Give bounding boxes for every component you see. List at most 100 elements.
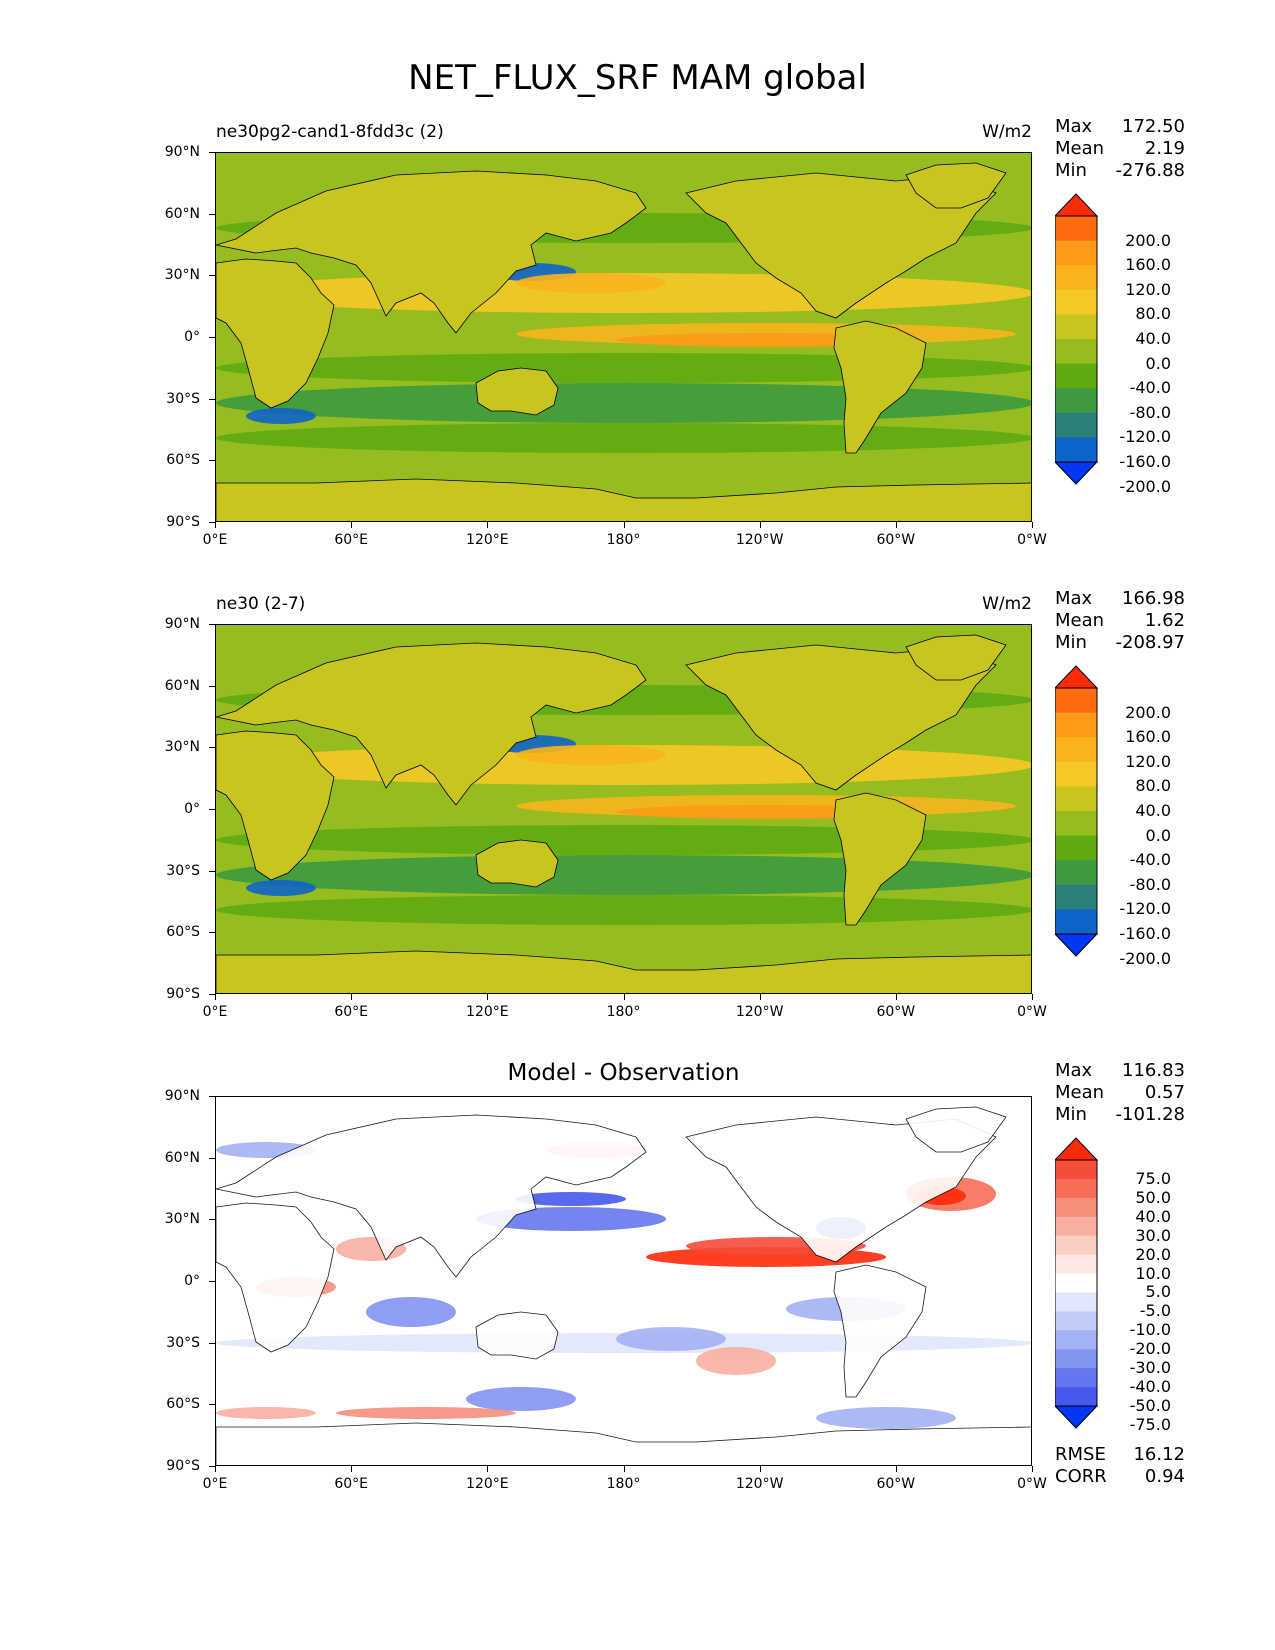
stat-mean-label: Mean (1055, 138, 1105, 159)
x-tick-label: 0°W (1017, 532, 1047, 548)
colorbar-level-label: 0.0 (1145, 825, 1171, 845)
x-tick-mark (759, 994, 761, 1000)
colorbar-swatch (1055, 737, 1097, 763)
x-tick-mark (759, 1466, 761, 1472)
stat-min-value: -276.88 (1115, 160, 1185, 181)
x-tick-mark (351, 522, 353, 528)
y-tick-mark (209, 624, 215, 625)
stat-max-value: 172.50 (1122, 116, 1185, 137)
colorbar-level-label: -40.0 (1129, 378, 1171, 398)
colorbar-swatch (1055, 909, 1097, 935)
colorbar-swatch (1055, 1197, 1097, 1218)
colorbar-level-label: 40.0 (1135, 329, 1171, 348)
x-tick-mark (487, 522, 489, 528)
contour-region (516, 1192, 626, 1206)
y-tick-mark (209, 1281, 215, 1282)
x-tick-mark (1032, 1466, 1033, 1472)
contour-region (216, 1407, 316, 1419)
stat-mean-label: Mean (1055, 610, 1105, 631)
stats-block: Max 172.50 Mean 2.19 Min -276.88 (1055, 116, 1185, 182)
y-tick-label: 0° (184, 1273, 200, 1289)
coastline-greenland (905, 1106, 1007, 1153)
map-plot-area (215, 1096, 1032, 1466)
colorbar-level-label: -160.0 (1119, 452, 1171, 471)
colorbar-level-label: 120.0 (1125, 751, 1171, 771)
x-tick-label: 60°W (876, 532, 916, 548)
y-tick-mark (209, 213, 215, 215)
stat-mean-value: 1.62 (1144, 610, 1185, 631)
colorbar-level-label: -10.0 (1129, 1320, 1171, 1340)
y-tick-mark (209, 685, 215, 687)
colorbar-level-label: -200.0 (1119, 948, 1171, 968)
colorbar-swatch (1055, 688, 1097, 714)
panel-difference: Model - Observation 90°N 60°N 30°N 0° 30°S 60… (0, 1060, 1275, 1566)
x-tick-label: 0°E (202, 1004, 228, 1020)
colorbar-frame (1054, 687, 1098, 935)
y-tick-mark (209, 1219, 215, 1221)
contour-region (246, 880, 316, 896)
colorbar-level-label: -40.0 (1129, 850, 1171, 870)
colorbar-swatch (1055, 1368, 1097, 1388)
contour-region (216, 423, 1031, 453)
colorbar-level-label: 80.0 (1135, 776, 1171, 796)
x-tick-mark (487, 1466, 489, 1472)
coastline-africa (216, 730, 335, 881)
colorbar-swatch (1055, 314, 1097, 340)
x-tick-label: 0°E (202, 532, 228, 548)
panel-left-title: ne30 (2-7) (216, 594, 306, 614)
coastline-australia (475, 839, 559, 888)
y-tick-label: 0° (184, 329, 200, 345)
coastline-eurasia (216, 1114, 647, 1278)
footer-stats: RMSE 16.12 CORR 0.94 (1055, 1444, 1185, 1488)
y-tick-label: 0° (184, 801, 200, 817)
x-tick-label: 120°W (735, 1476, 784, 1492)
x-tick-mark (351, 994, 353, 1000)
y-tick-mark (209, 809, 215, 810)
contour-region (696, 1347, 776, 1375)
colorbar-level-label: -160.0 (1119, 924, 1171, 943)
colorbar-level-label: 75.0 (1135, 1168, 1171, 1188)
x-tick-label: 60°E (334, 1004, 368, 1020)
coastline-antarctica (216, 950, 1031, 993)
colorbar-level-label: -80.0 (1129, 874, 1171, 894)
y-tick-label: 90°S (166, 514, 200, 530)
coastline-antarctica (216, 478, 1031, 521)
map-plot-area (215, 624, 1032, 994)
colorbar-level-label: 20.0 (1135, 1244, 1171, 1264)
colorbar-frame (1054, 1159, 1098, 1407)
y-tick-mark (209, 1096, 215, 1097)
figure-title: NET_FLUX_SRF MAM global (408, 58, 867, 98)
x-tick-mark (351, 1466, 353, 1472)
y-tick-mark (209, 994, 215, 995)
coastline-eurasia (216, 170, 647, 334)
colorbar-level-label: 200.0 (1125, 702, 1171, 722)
colorbar-level-label: -120.0 (1119, 899, 1171, 919)
colorbar-level-label: 40.0 (1135, 801, 1171, 820)
colorbar-swatch (1055, 811, 1097, 837)
panel-model: ne30pg2-cand1-8fdd3c (2) W/m2 90°N 60°N 30… (0, 116, 1275, 622)
coastline-australia (475, 1311, 559, 1360)
y-tick-label: 30°S (166, 1334, 200, 1351)
colorbar-swatch (1055, 860, 1097, 886)
contour-region (816, 1407, 956, 1429)
y-tick-label: 30°N (164, 267, 200, 284)
colorbar-swatch (1055, 1178, 1097, 1199)
colorbar-swatch (1055, 216, 1097, 242)
y-tick-mark (209, 460, 215, 462)
colorbar: 75.0 50.0 40.0 30.0 20.0 10.0 5.0 -5.0 -10.0 -20.… (1053, 1134, 1195, 1438)
colorbar-swatch (1055, 1254, 1097, 1275)
stat-max-label: Max (1055, 588, 1093, 609)
colorbar-extend-bottom (1053, 461, 1099, 485)
contour-field (216, 1097, 1031, 1465)
contour-region (616, 1327, 726, 1351)
colorbar-level-label: 30.0 (1135, 1225, 1171, 1245)
panel-center-title: Model - Observation (507, 1060, 740, 1086)
y-tick-mark (209, 870, 215, 872)
colorbar-level-label: -5.0 (1139, 1301, 1171, 1321)
x-tick-label: 120°W (735, 532, 784, 548)
colorbar-level-label: -120.0 (1119, 427, 1171, 447)
colorbar-level-label: 10.0 (1135, 1263, 1171, 1283)
x-tick-label: 0°W (1017, 1476, 1047, 1492)
colorbar-graphic (1053, 193, 1099, 485)
coastline-samerica (833, 1264, 927, 1398)
